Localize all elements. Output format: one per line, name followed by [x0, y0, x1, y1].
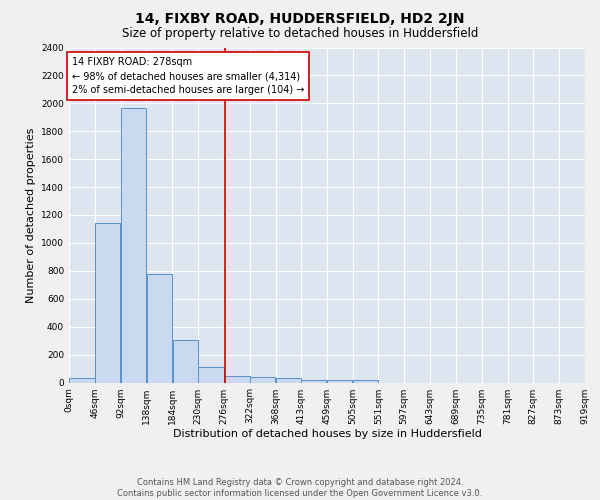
- Bar: [147, 274, 172, 382]
- Bar: [199, 367, 224, 382]
- Bar: [301, 380, 326, 382]
- Bar: [95, 224, 121, 382]
- Y-axis label: Number of detached properties: Number of detached properties: [26, 128, 35, 302]
- X-axis label: Distribution of detached houses by size in Huddersfield: Distribution of detached houses by size …: [173, 430, 481, 440]
- Text: 14 FIXBY ROAD: 278sqm
← 98% of detached houses are smaller (4,314)
2% of semi-de: 14 FIXBY ROAD: 278sqm ← 98% of detached …: [72, 58, 304, 96]
- Bar: [276, 378, 301, 382]
- Bar: [121, 108, 146, 382]
- Text: Size of property relative to detached houses in Huddersfield: Size of property relative to detached ho…: [122, 28, 478, 40]
- Bar: [69, 378, 95, 382]
- Text: Contains HM Land Registry data © Crown copyright and database right 2024.
Contai: Contains HM Land Registry data © Crown c…: [118, 478, 482, 498]
- Text: 14, FIXBY ROAD, HUDDERSFIELD, HD2 2JN: 14, FIXBY ROAD, HUDDERSFIELD, HD2 2JN: [135, 12, 465, 26]
- Bar: [224, 376, 250, 382]
- Bar: [173, 340, 198, 382]
- Bar: [353, 380, 378, 382]
- Bar: [327, 380, 352, 382]
- Bar: [250, 377, 275, 382]
